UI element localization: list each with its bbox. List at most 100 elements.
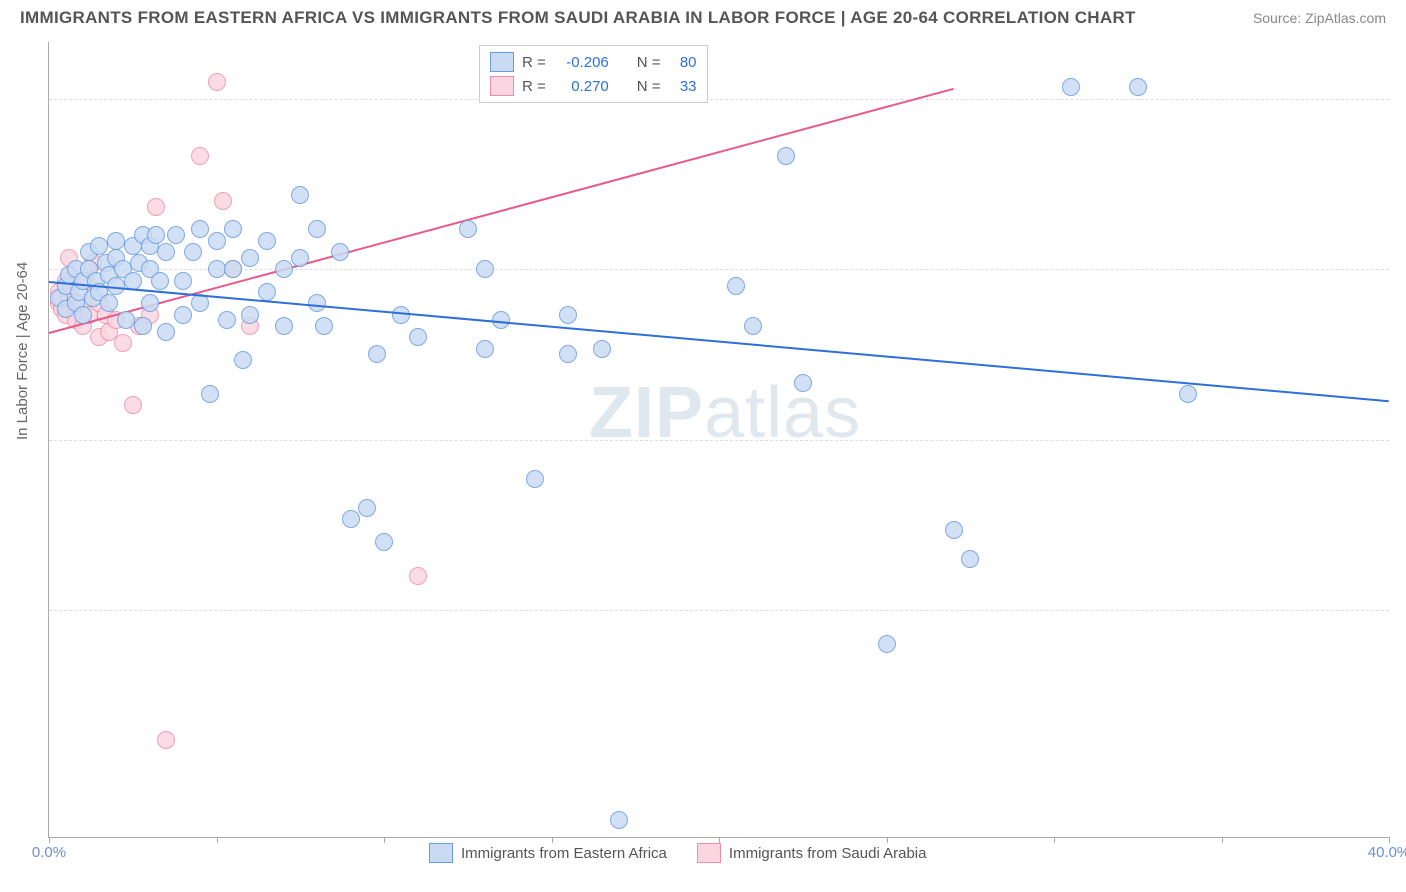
- data-point: [291, 186, 309, 204]
- x-tick-mark: [1222, 837, 1223, 843]
- data-point: [141, 294, 159, 312]
- data-point: [358, 499, 376, 517]
- data-point: [224, 220, 242, 238]
- trend-line: [49, 87, 954, 333]
- source-label: Source: ZipAtlas.com: [1253, 10, 1386, 26]
- data-point: [134, 317, 152, 335]
- data-point: [234, 351, 252, 369]
- data-point: [107, 232, 125, 250]
- x-tick-mark: [1389, 837, 1390, 843]
- data-point: [100, 294, 118, 312]
- y-axis-label: In Labor Force | Age 20-64: [14, 262, 31, 440]
- x-tick-label: 0.0%: [32, 844, 66, 861]
- correlation-legend: R =-0.206N =80R =0.270N =33: [479, 45, 708, 103]
- data-point: [744, 317, 762, 335]
- y-tick-label: 85.0%: [1399, 261, 1406, 278]
- data-point: [147, 226, 165, 244]
- series-legend: Immigrants from Eastern Africa Immigrants…: [429, 843, 926, 863]
- data-point: [114, 334, 132, 352]
- data-point: [241, 306, 259, 324]
- watermark: ZIPatlas: [589, 372, 861, 454]
- data-point: [258, 232, 276, 250]
- data-point: [214, 192, 232, 210]
- data-point: [117, 311, 135, 329]
- data-point: [157, 731, 175, 749]
- data-point: [275, 317, 293, 335]
- legend-swatch: [490, 76, 514, 96]
- scatter-plot: ZIPatlas 55.0%70.0%85.0%100.0%0.0%40.0%R…: [48, 42, 1389, 838]
- data-point: [258, 283, 276, 301]
- data-point: [777, 147, 795, 165]
- data-point: [945, 521, 963, 539]
- data-point: [476, 340, 494, 358]
- data-point: [74, 306, 92, 324]
- x-tick-mark: [384, 837, 385, 843]
- y-tick-label: 100.0%: [1399, 90, 1406, 107]
- legend-label: Immigrants from Saudi Arabia: [729, 845, 927, 862]
- data-point: [191, 147, 209, 165]
- legend-row: R =0.270N =33: [490, 74, 697, 98]
- gridline: [49, 610, 1389, 611]
- legend-label: Immigrants from Eastern Africa: [461, 845, 667, 862]
- x-tick-label: 40.0%: [1368, 844, 1406, 861]
- data-point: [208, 232, 226, 250]
- data-point: [459, 220, 477, 238]
- data-point: [794, 374, 812, 392]
- legend-item: Immigrants from Saudi Arabia: [697, 843, 927, 863]
- data-point: [147, 198, 165, 216]
- data-point: [174, 272, 192, 290]
- legend-row: R =-0.206N =80: [490, 50, 697, 74]
- data-point: [308, 220, 326, 238]
- gridline: [49, 440, 1389, 441]
- data-point: [308, 294, 326, 312]
- data-point: [961, 550, 979, 568]
- gridline: [49, 269, 1389, 270]
- data-point: [208, 73, 226, 91]
- data-point: [331, 243, 349, 261]
- x-tick-mark: [1054, 837, 1055, 843]
- data-point: [124, 272, 142, 290]
- data-point: [1179, 385, 1197, 403]
- x-tick-mark: [217, 837, 218, 843]
- data-point: [610, 811, 628, 829]
- data-point: [174, 306, 192, 324]
- data-point: [526, 470, 544, 488]
- data-point: [184, 243, 202, 261]
- trend-line: [49, 281, 1389, 402]
- data-point: [201, 385, 219, 403]
- data-point: [275, 260, 293, 278]
- data-point: [1129, 78, 1147, 96]
- data-point: [208, 260, 226, 278]
- x-tick-mark: [49, 837, 50, 843]
- chart-title: IMMIGRANTS FROM EASTERN AFRICA VS IMMIGR…: [20, 8, 1136, 28]
- data-point: [727, 277, 745, 295]
- data-point: [241, 249, 259, 267]
- data-point: [375, 533, 393, 551]
- data-point: [167, 226, 185, 244]
- data-point: [224, 260, 242, 278]
- data-point: [157, 323, 175, 341]
- data-point: [559, 345, 577, 363]
- data-point: [559, 306, 577, 324]
- data-point: [409, 328, 427, 346]
- data-point: [342, 510, 360, 528]
- data-point: [151, 272, 169, 290]
- data-point: [124, 396, 142, 414]
- y-tick-label: 70.0%: [1399, 431, 1406, 448]
- y-tick-label: 55.0%: [1399, 601, 1406, 618]
- legend-item: Immigrants from Eastern Africa: [429, 843, 667, 863]
- data-point: [90, 237, 108, 255]
- data-point: [315, 317, 333, 335]
- data-point: [218, 311, 236, 329]
- data-point: [368, 345, 386, 363]
- data-point: [409, 567, 427, 585]
- data-point: [593, 340, 611, 358]
- data-point: [476, 260, 494, 278]
- data-point: [291, 249, 309, 267]
- data-point: [1062, 78, 1080, 96]
- legend-swatch: [697, 843, 721, 863]
- data-point: [878, 635, 896, 653]
- legend-swatch: [429, 843, 453, 863]
- legend-swatch: [490, 52, 514, 72]
- data-point: [157, 243, 175, 261]
